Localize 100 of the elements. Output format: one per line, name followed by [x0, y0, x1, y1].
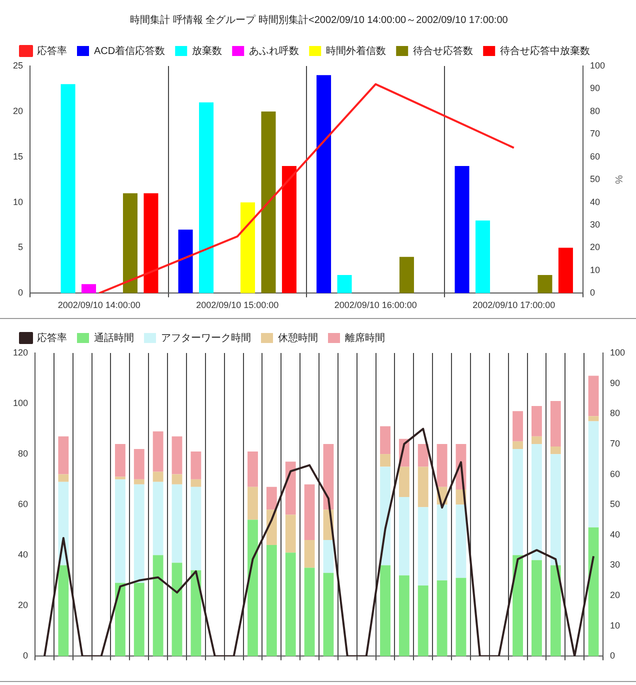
bar	[134, 449, 144, 480]
x-tick-label: 2002/09/10 14:00:00	[58, 300, 140, 310]
bar	[456, 504, 466, 578]
y2-tick-label: 70	[610, 438, 620, 448]
bar	[172, 484, 182, 563]
y-tick-label: 20	[18, 600, 28, 610]
bar	[588, 416, 599, 422]
legend-label: 応答率	[37, 332, 67, 344]
y2-tick-label: 100	[610, 347, 626, 358]
bar	[152, 482, 164, 556]
y2-tick-label: 40	[610, 529, 620, 540]
y2-tick-label: 30	[610, 560, 620, 570]
legend-label: 待合せ応答数	[413, 44, 474, 57]
bar	[60, 84, 76, 294]
bar	[538, 275, 552, 294]
bar	[285, 514, 296, 553]
bar	[134, 582, 144, 656]
bar	[115, 479, 126, 583]
y-tick-label: 60	[18, 499, 28, 510]
bar	[512, 441, 523, 450]
bar	[285, 552, 296, 656]
bar	[178, 230, 193, 294]
y2-tick-label: 60	[610, 468, 620, 479]
bar	[115, 444, 126, 477]
y2-axis-title: %	[612, 175, 624, 184]
bar	[418, 507, 428, 586]
bar	[115, 582, 126, 656]
bar	[58, 474, 69, 482]
legend-label: 休憩時間	[278, 332, 318, 344]
bar	[134, 484, 144, 583]
bar	[512, 411, 523, 442]
bar	[532, 406, 542, 436]
y2-tick-label: 60	[590, 151, 600, 162]
y2-tick-label: 0	[610, 650, 615, 661]
bar	[588, 376, 599, 416]
legend-label: あふれ呼数	[249, 44, 300, 57]
y-tick-label: 100	[12, 398, 28, 408]
legend-label: 応答率	[37, 44, 67, 57]
legend-label: 放棄数	[192, 44, 222, 57]
bar	[550, 454, 561, 566]
y-tick-label: 80	[18, 448, 28, 459]
bar	[512, 555, 523, 656]
bar	[380, 454, 390, 467]
bar	[418, 444, 428, 467]
y2-tick-label: 0	[590, 288, 595, 298]
y-tick-label: 0	[18, 288, 24, 298]
bar	[115, 476, 126, 480]
bar	[532, 444, 542, 560]
bar	[436, 504, 448, 580]
y-tick-label: 0	[23, 650, 28, 661]
bar	[122, 193, 138, 294]
bar	[190, 452, 202, 480]
bar	[550, 401, 561, 446]
bar	[240, 202, 255, 294]
y2-tick-label: 80	[590, 106, 600, 116]
y-tick-label: 15	[12, 151, 24, 162]
bar	[418, 585, 428, 656]
y2-tick-label: 30	[590, 220, 600, 230]
y2-tick-label: 10	[610, 620, 620, 630]
bar	[282, 166, 296, 294]
bar	[152, 555, 164, 656]
bar	[248, 520, 258, 656]
bar	[398, 466, 410, 498]
y-tick-label: 10	[12, 196, 24, 207]
bar	[152, 431, 164, 472]
bar	[399, 256, 414, 294]
bar	[172, 436, 182, 474]
bar	[199, 102, 214, 294]
bar	[58, 436, 69, 474]
bar	[134, 479, 144, 484]
y2-tick-label: 90	[610, 378, 620, 388]
y2-tick-label: 20	[610, 590, 620, 600]
bar	[190, 479, 202, 487]
x-tick-label: 2002/09/10 16:00:00	[334, 300, 417, 310]
bar	[172, 474, 182, 484]
bar	[266, 486, 277, 510]
y2-tick-label: 100	[590, 60, 606, 70]
x-tick-label: 2002/09/10 15:00:00	[196, 300, 279, 310]
bar	[512, 449, 523, 556]
y2-tick-label: 50	[590, 174, 600, 184]
legend-label: アフターワーク時間	[161, 332, 251, 344]
bar	[550, 446, 561, 454]
bar	[380, 565, 390, 656]
legend-label: 離席時間	[345, 332, 385, 344]
bar	[316, 75, 332, 294]
y2-tick-label: 40	[590, 196, 600, 207]
bar	[398, 497, 410, 576]
bar	[323, 572, 334, 656]
bar	[304, 568, 315, 656]
x-tick-label: 2002/09/10 17:00:00	[472, 300, 556, 310]
bar	[323, 444, 334, 510]
bar	[436, 444, 448, 487]
bar	[285, 462, 296, 515]
y2-tick-label: 10	[590, 264, 600, 275]
bar	[398, 575, 410, 656]
bar	[532, 436, 542, 444]
bar	[248, 486, 258, 520]
bar	[323, 540, 334, 573]
bar	[304, 540, 315, 568]
y2-tick-label: 80	[610, 408, 620, 418]
